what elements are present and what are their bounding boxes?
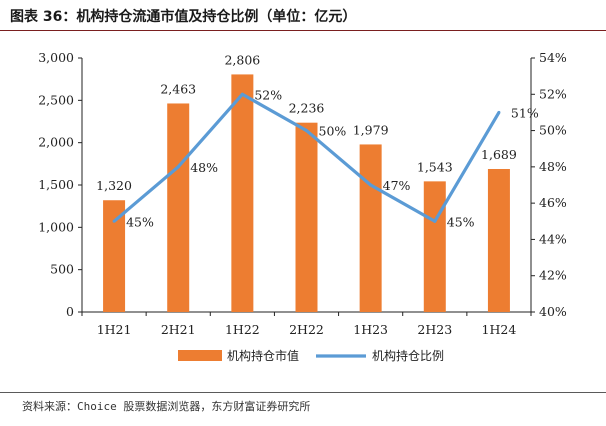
ratio-point bbox=[497, 110, 501, 114]
right-tick-label: 50% bbox=[539, 123, 567, 138]
legend: 机构持仓市值 机构持仓比例 bbox=[178, 348, 444, 363]
bar bbox=[167, 103, 190, 312]
left-tick-label: 1,500 bbox=[38, 177, 74, 192]
line-series bbox=[112, 92, 501, 223]
x-tick-label: 1H22 bbox=[225, 322, 260, 337]
x-tick-label: 1H21 bbox=[97, 322, 132, 337]
ratio-value-label: 47% bbox=[383, 178, 411, 193]
ratio-value-label: 50% bbox=[319, 124, 347, 139]
bar-value-label: 1,689 bbox=[481, 147, 517, 162]
ratio-value-label: 45% bbox=[126, 214, 154, 229]
bar-value-label: 1,543 bbox=[417, 159, 453, 174]
ratio-point bbox=[176, 165, 180, 169]
left-tick-label: 1,000 bbox=[38, 219, 74, 234]
ratio-point bbox=[369, 183, 373, 187]
bar-value-label: 1,320 bbox=[96, 178, 132, 193]
ratio-value-label: 51% bbox=[511, 105, 539, 120]
x-tick-label: 2H22 bbox=[289, 322, 324, 337]
ratio-value-label: 45% bbox=[447, 214, 475, 229]
ratio-value-label: 52% bbox=[254, 87, 282, 102]
ratio-point bbox=[240, 92, 244, 96]
left-tick-label: 0 bbox=[66, 304, 74, 319]
left-tick-label: 2,000 bbox=[38, 135, 74, 150]
bar-value-label: 2,236 bbox=[289, 101, 325, 116]
x-tick-label: 2H21 bbox=[161, 322, 196, 337]
bar bbox=[359, 144, 382, 312]
legend-bar-label: 机构持仓市值 bbox=[227, 348, 299, 363]
bar-value-label: 2,806 bbox=[224, 52, 260, 67]
left-tick-label: 3,000 bbox=[38, 50, 74, 65]
x-tick-label: 2H23 bbox=[417, 322, 452, 337]
right-tick-label: 40% bbox=[539, 304, 567, 319]
right-tick-label: 54% bbox=[539, 50, 567, 65]
source-divider bbox=[0, 392, 606, 393]
x-tick-label: 1H24 bbox=[482, 322, 517, 337]
x-tick-label: 1H23 bbox=[353, 322, 388, 337]
ratio-point bbox=[433, 219, 437, 223]
bar bbox=[103, 200, 126, 312]
bar bbox=[231, 74, 254, 313]
ratio-point bbox=[305, 129, 308, 133]
bar-value-label: 2,463 bbox=[160, 81, 196, 96]
axes: 0 500 1,000 1,500 2,000 2,500 3,000 40% 42% 44% 46… bbox=[38, 50, 567, 337]
left-tick-label: 500 bbox=[50, 262, 74, 277]
title-divider bbox=[0, 30, 606, 31]
right-tick-label: 42% bbox=[539, 268, 567, 283]
right-tick-label: 52% bbox=[539, 86, 567, 101]
bar bbox=[487, 168, 510, 312]
source-note: 资料来源：Choice 股票数据浏览器，东方财富证券研究所 bbox=[22, 400, 311, 413]
bar bbox=[423, 181, 446, 312]
bar bbox=[295, 122, 318, 312]
legend-bar-swatch bbox=[178, 350, 222, 361]
data-labels: 1,320 2,463 2,806 2,236 1,979 1,543 1,689 45% 48… bbox=[96, 52, 539, 229]
right-tick-label: 44% bbox=[539, 231, 567, 246]
right-tick-label: 46% bbox=[539, 195, 567, 210]
legend-line-label: 机构持仓比例 bbox=[372, 348, 444, 363]
ratio-value-label: 48% bbox=[190, 160, 218, 175]
bar-value-label: 1,979 bbox=[353, 122, 389, 137]
right-tick-label: 48% bbox=[539, 159, 567, 174]
chart-title: 图表 36：机构持仓流通市值及持仓比例（单位：亿元） bbox=[10, 9, 357, 25]
ratio-point bbox=[112, 219, 116, 223]
left-tick-label: 2,500 bbox=[38, 92, 74, 107]
